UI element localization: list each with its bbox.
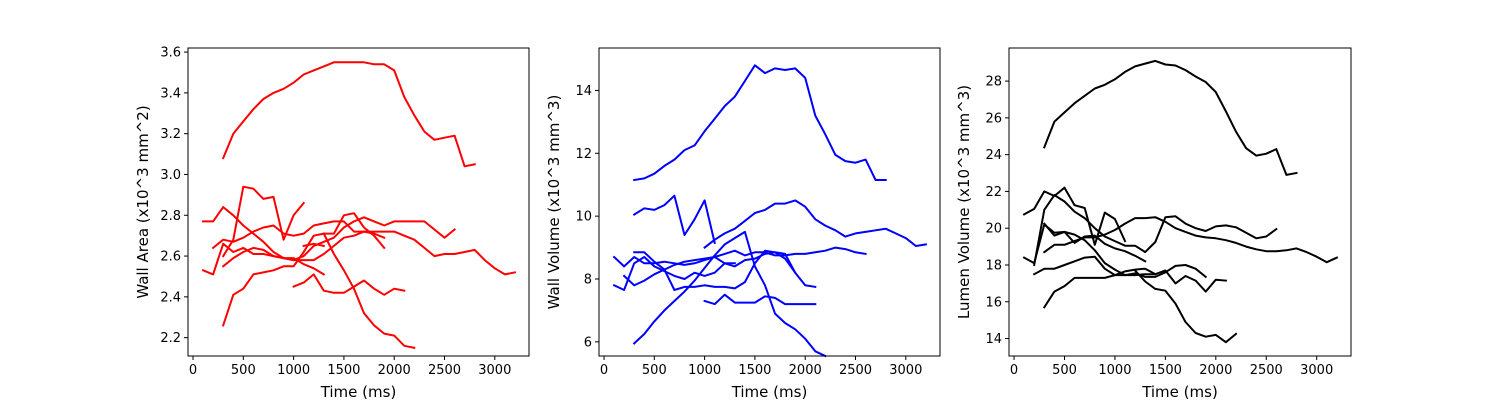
series-line-4: [211, 220, 386, 250]
series-line-8: [632, 230, 827, 358]
x-tick-label: 3000: [478, 363, 511, 378]
series-line-7: [221, 212, 386, 327]
y-tick-label: 2.2: [160, 331, 181, 346]
y-tick-label: 8: [584, 273, 592, 288]
y-tick-label: 6: [584, 335, 592, 350]
x-tick-label: 1000: [688, 363, 721, 378]
x-tick-label: 1000: [277, 363, 310, 378]
y-tick-label: 14: [985, 332, 1002, 347]
series-line-9: [292, 273, 406, 296]
x-tick-label: 1500: [327, 363, 360, 378]
series-line-5: [221, 185, 306, 258]
series-line-2: [1022, 186, 1127, 246]
x-tick-label: 0: [600, 363, 608, 378]
series-line-5: [612, 251, 797, 291]
y-tick-label: 18: [985, 258, 1002, 273]
series-line-7: [622, 256, 736, 287]
y-tick-label: 2.8: [160, 209, 181, 224]
x-tick-label: 500: [231, 363, 256, 378]
plot-frame: [1008, 47, 1352, 357]
series-line-1: [1043, 59, 1298, 176]
plot-frame: [187, 47, 530, 357]
y-axis-label: Lumen Volume (x10^3 mm^3): [955, 85, 973, 319]
x-tick-label: 2500: [839, 363, 872, 378]
x-tick-label: 500: [1052, 363, 1077, 378]
x-tick-label: 500: [642, 363, 667, 378]
x-axis-label: Time (ms): [731, 383, 808, 400]
series-line-1: [633, 64, 887, 182]
y-axis-label: Wall Area (x10^3 mm^2): [134, 105, 152, 298]
chart-panel-1: 0 500 1000 1500 2000 2500 3000 2.2 2.4 2.6 2.8 3.0 3…: [134, 46, 530, 400]
x-tick-label: 2500: [1250, 363, 1283, 378]
y-tick-label: 14: [575, 84, 592, 99]
y-tick-label: 16: [985, 295, 1002, 310]
y-tick-label: 22: [985, 185, 1002, 200]
series-line-4: [1042, 216, 1339, 264]
y-tick-label: 12: [575, 147, 592, 162]
chart-panel-2: 0 500 1000 1500 2000 2500 3000 6 8 10 12 14 Time (ms…: [545, 47, 941, 400]
y-tick-label: 2.4: [160, 290, 181, 305]
y-tick-label: 3.0: [160, 168, 181, 183]
series-line-3: [703, 199, 928, 250]
series-group: [1022, 59, 1339, 344]
y-tick-label: 24: [985, 148, 1002, 163]
x-axis-label: Time (ms): [320, 383, 397, 400]
y-tick-label: 3.2: [160, 127, 181, 142]
x-tick-label: 3000: [1300, 363, 1333, 378]
series-line-8: [221, 246, 326, 276]
y-tick-label: 3.6: [160, 46, 181, 61]
y-tick-label: 26: [985, 111, 1002, 126]
y-tick-label: 3.4: [160, 86, 181, 101]
series-line-2: [632, 194, 716, 245]
y-tick-label: 2.6: [160, 250, 181, 265]
x-tick-label: 1500: [1149, 363, 1182, 378]
series-line-6: [1022, 223, 1208, 279]
series-line-10: [322, 232, 416, 349]
x-tick-label: 0: [189, 363, 197, 378]
y-tick-label: 28: [985, 75, 1002, 90]
series-line-3: [202, 206, 457, 262]
x-axis-label: Time (ms): [1141, 383, 1218, 400]
series-group: [201, 61, 517, 349]
x-tick-label: 3000: [889, 363, 922, 378]
chart-panel-3: 0 500 1000 1500 2000 2500 3000 14 16 18 20 22 24 26 28…: [955, 47, 1352, 400]
series-line-3: [1033, 194, 1278, 267]
x-tick-label: 2000: [1199, 363, 1232, 378]
series-line-9: [703, 293, 817, 306]
series-line-8: [1042, 269, 1227, 309]
x-tick-label: 0: [1010, 363, 1018, 378]
plot-frame: [598, 47, 941, 357]
series-group: [612, 64, 928, 358]
series-line-1: [221, 61, 476, 168]
x-tick-label: 2000: [789, 363, 822, 378]
series-line-9: [1133, 269, 1238, 344]
x-tick-label: 1000: [1098, 363, 1131, 378]
x-tick-label: 2000: [378, 363, 411, 378]
y-axis-label: Wall Volume (x10^3 mm^3): [545, 95, 563, 310]
series-line-2: [201, 230, 517, 276]
x-tick-label: 2500: [428, 363, 461, 378]
y-tick-label: 20: [985, 222, 1002, 237]
y-tick-label: 10: [575, 210, 592, 225]
x-tick-label: 1500: [738, 363, 771, 378]
